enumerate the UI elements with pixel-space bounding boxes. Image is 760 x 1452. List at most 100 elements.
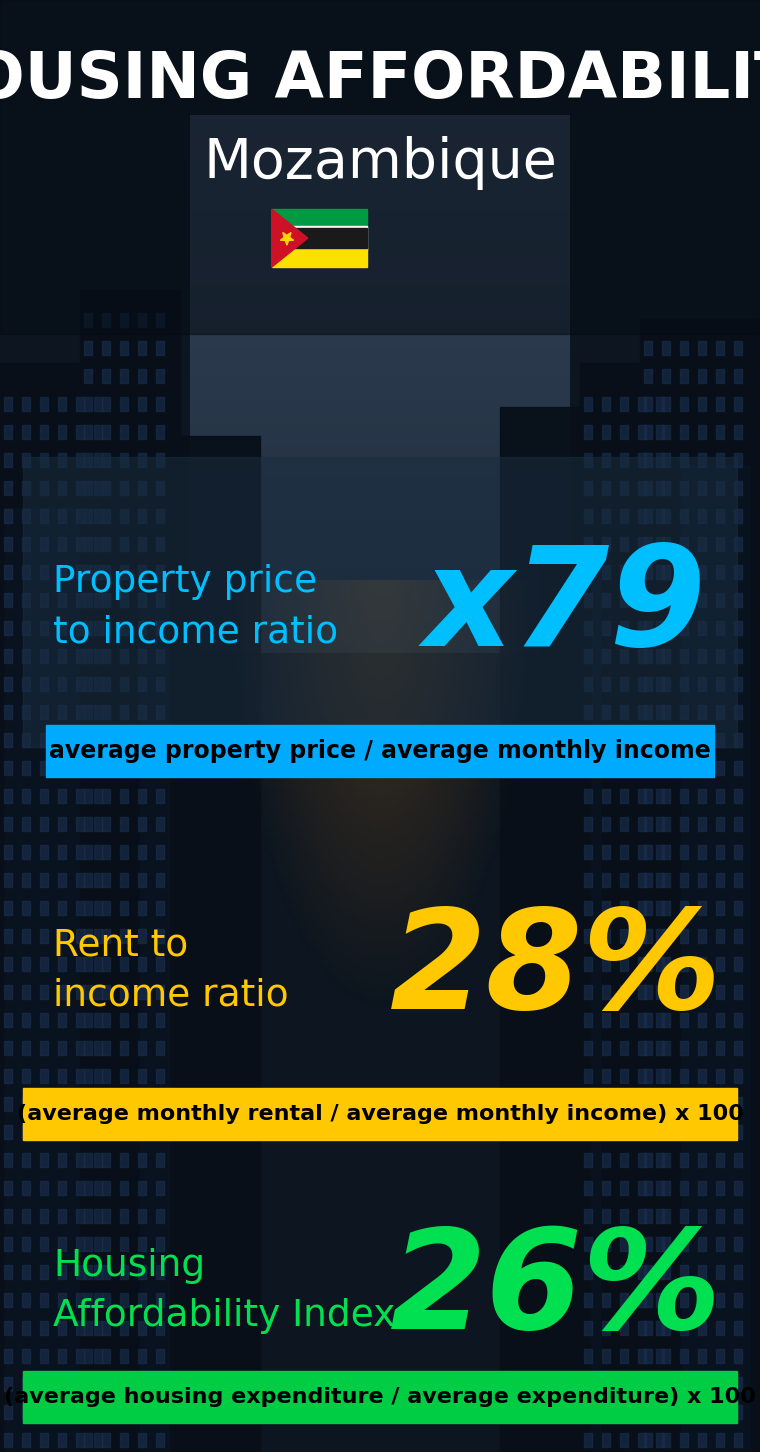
Bar — [84, 788, 92, 803]
Bar — [4, 1013, 12, 1027]
Bar — [4, 1376, 12, 1391]
Bar — [138, 453, 146, 468]
Bar — [102, 649, 110, 664]
Bar — [22, 1265, 30, 1279]
Bar — [734, 733, 742, 746]
Bar — [680, 706, 688, 719]
Bar — [716, 1349, 724, 1363]
Bar — [76, 1406, 84, 1419]
Bar — [680, 1098, 688, 1111]
Bar — [40, 929, 48, 942]
Bar — [638, 425, 646, 439]
Bar — [662, 1153, 670, 1167]
Bar — [156, 396, 164, 411]
Bar — [644, 592, 652, 607]
Bar — [138, 1013, 146, 1027]
Bar — [644, 1376, 652, 1391]
Bar — [120, 425, 128, 439]
Bar — [120, 592, 128, 607]
Bar — [638, 817, 646, 831]
Bar — [120, 481, 128, 495]
Bar — [602, 510, 610, 523]
Bar — [22, 733, 30, 746]
Bar — [84, 902, 92, 915]
Bar — [602, 957, 610, 971]
Bar — [76, 1153, 84, 1167]
Bar — [138, 314, 146, 327]
Bar — [120, 733, 128, 746]
Bar — [4, 649, 12, 664]
Bar — [22, 817, 30, 831]
Bar — [94, 1321, 102, 1334]
Bar — [22, 1292, 30, 1307]
Bar — [94, 649, 102, 664]
Bar — [84, 314, 92, 327]
Bar — [644, 1406, 652, 1419]
Bar — [120, 369, 128, 383]
Bar — [94, 845, 102, 860]
Bar — [638, 1292, 646, 1307]
Bar — [76, 845, 84, 860]
Bar — [102, 1321, 110, 1334]
Bar — [656, 1069, 664, 1083]
Bar — [84, 1433, 92, 1448]
Bar — [680, 1210, 688, 1223]
Bar — [94, 1292, 102, 1307]
Bar — [584, 1098, 592, 1111]
Bar — [698, 481, 706, 495]
Bar — [656, 1013, 664, 1027]
Bar — [584, 929, 592, 942]
Bar — [138, 845, 146, 860]
Bar — [656, 1153, 664, 1167]
Bar — [120, 1237, 128, 1252]
Bar — [584, 1321, 592, 1334]
Bar — [698, 817, 706, 831]
Bar — [644, 1180, 652, 1195]
Bar — [644, 761, 652, 775]
Bar — [40, 1069, 48, 1083]
Bar — [698, 902, 706, 915]
Bar — [156, 341, 164, 354]
Bar — [138, 788, 146, 803]
Bar — [734, 1069, 742, 1083]
Bar — [22, 565, 30, 579]
Bar — [76, 1265, 84, 1279]
Bar — [40, 817, 48, 831]
Bar — [644, 396, 652, 411]
Bar — [734, 1376, 742, 1391]
Bar — [680, 453, 688, 468]
Bar — [22, 1406, 30, 1419]
Bar — [698, 621, 706, 635]
Bar — [4, 1292, 12, 1307]
Bar — [716, 1013, 724, 1027]
Bar — [102, 621, 110, 635]
Bar — [698, 341, 706, 354]
Bar — [40, 1153, 48, 1167]
Bar — [76, 425, 84, 439]
Bar — [94, 706, 102, 719]
Text: x79: x79 — [424, 540, 707, 675]
Bar — [76, 873, 84, 887]
Bar — [76, 733, 84, 746]
Bar — [58, 1376, 66, 1391]
Bar — [156, 1013, 164, 1027]
Bar — [656, 649, 664, 664]
Bar — [102, 565, 110, 579]
Bar — [602, 788, 610, 803]
Bar — [656, 1406, 664, 1419]
Bar — [22, 1041, 30, 1056]
Bar — [94, 1041, 102, 1056]
Bar — [662, 1433, 670, 1448]
Bar — [584, 396, 592, 411]
Bar — [94, 1265, 102, 1279]
Bar — [156, 425, 164, 439]
Bar — [40, 873, 48, 887]
Bar — [620, 1406, 628, 1419]
Bar — [22, 1125, 30, 1138]
Bar — [602, 453, 610, 468]
Bar — [680, 873, 688, 887]
Bar — [120, 396, 128, 411]
Bar — [670, 465, 750, 1452]
Bar — [22, 649, 30, 664]
Bar — [698, 706, 706, 719]
